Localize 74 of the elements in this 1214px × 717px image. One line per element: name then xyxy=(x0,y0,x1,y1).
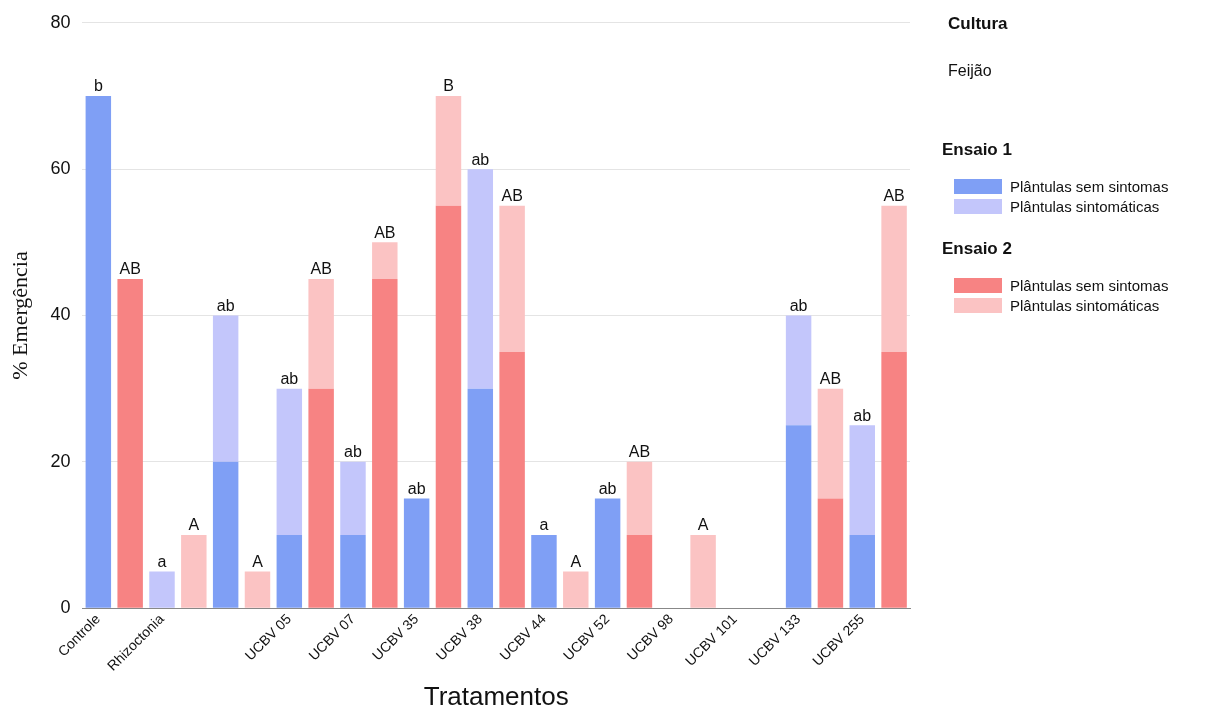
data-label: ab xyxy=(789,296,808,314)
bar xyxy=(785,315,812,426)
bar xyxy=(817,388,844,499)
y-tick-label: 60 xyxy=(50,158,71,179)
data-label: ab xyxy=(216,296,235,314)
bar xyxy=(849,535,875,608)
bar xyxy=(435,95,462,206)
data-label: AB xyxy=(883,187,905,205)
bar xyxy=(117,278,143,608)
legend-label: Plântulas sem sintomas xyxy=(1010,178,1169,195)
bar xyxy=(212,461,239,608)
bar xyxy=(85,95,112,608)
text: Feijão xyxy=(948,62,993,80)
data-label: AB xyxy=(374,223,396,241)
data-label: AB xyxy=(310,260,332,278)
bar xyxy=(499,205,525,353)
bar xyxy=(372,278,398,608)
data-label: ab xyxy=(280,370,299,388)
bar xyxy=(435,205,462,608)
data-label: A xyxy=(570,553,582,571)
bar xyxy=(181,535,207,608)
bar xyxy=(276,388,303,536)
data-label: A xyxy=(252,553,264,571)
bar xyxy=(340,535,366,608)
bar xyxy=(594,498,621,608)
bar xyxy=(626,535,653,608)
bar xyxy=(372,242,398,279)
x-axis-title: Tratamentos xyxy=(423,680,569,711)
legend-label: Plântulas sintomáticas xyxy=(1010,198,1160,215)
y-tick-label: 40 xyxy=(50,304,71,325)
bar xyxy=(690,535,716,608)
bar xyxy=(244,571,271,608)
bar xyxy=(467,388,494,608)
bar xyxy=(340,461,366,536)
data-label: AB xyxy=(819,370,842,388)
data-label: ab xyxy=(344,443,362,461)
bar xyxy=(308,388,334,608)
y-tick-label: 0 xyxy=(60,597,71,618)
data-label: B xyxy=(443,77,454,95)
data-label: a xyxy=(539,516,549,534)
data-label: a xyxy=(157,553,167,571)
data-label: AB xyxy=(501,187,523,205)
bar xyxy=(563,571,589,608)
bar xyxy=(212,315,239,462)
bar xyxy=(467,169,494,389)
bar xyxy=(308,278,334,389)
legend-title: Cultura xyxy=(948,14,1009,34)
data-label: A xyxy=(188,516,200,534)
bar xyxy=(785,425,812,608)
bar xyxy=(817,498,844,608)
y-axis-title: % Emergência xyxy=(6,251,32,380)
bar xyxy=(626,461,653,536)
y-tick-label: 20 xyxy=(50,450,71,471)
text: Ensaio 2 xyxy=(942,239,1013,259)
bar xyxy=(881,352,907,608)
data-label: b xyxy=(93,77,103,95)
y-tick-label: 80 xyxy=(50,11,71,32)
text: Ensaio 1 xyxy=(942,140,1013,160)
bar xyxy=(531,535,557,608)
legend-label: Plântulas sem sintomas xyxy=(1010,277,1169,294)
bar xyxy=(849,425,875,536)
data-label: AB xyxy=(628,443,651,461)
data-label: AB xyxy=(119,260,141,278)
data-label: ab xyxy=(471,150,490,168)
data-label: ab xyxy=(853,406,872,424)
data-label: ab xyxy=(598,479,617,497)
bar xyxy=(149,571,175,608)
legend-label: Plântulas sintomáticas xyxy=(1010,297,1160,314)
bar xyxy=(499,352,525,608)
data-label: A xyxy=(697,516,709,534)
bar xyxy=(276,535,303,608)
data-label: ab xyxy=(407,479,426,497)
bar xyxy=(403,498,430,608)
bar xyxy=(881,205,907,353)
